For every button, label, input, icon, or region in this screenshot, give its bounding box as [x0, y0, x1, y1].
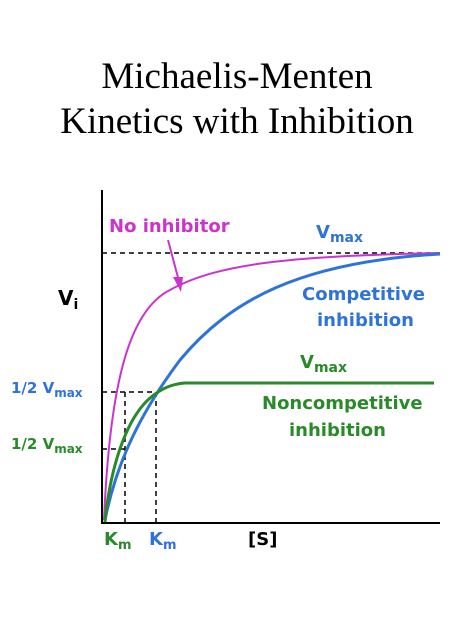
y-axis-label: Vi — [58, 286, 78, 313]
no-inhibitor-label: No inhibitor — [109, 216, 230, 237]
half-vmax-label-blue: 1/2 Vmax — [11, 379, 83, 400]
title-line-1: Michaelis-Menten — [101, 56, 373, 97]
competitive-curve — [103, 252, 441, 521]
title-line-2: Kinetics with Inhibition — [60, 101, 414, 142]
noncomp-label-line1: Noncompetitive — [262, 393, 423, 414]
competitive-label-line1: Competitive — [302, 284, 425, 305]
x-axis-label: [S] — [248, 529, 277, 550]
half-vmax-label-green: 1/2 Vmax — [11, 435, 83, 456]
competitive-label-line2: inhibition — [317, 310, 414, 331]
vmax-top-label: Vmax — [316, 222, 363, 246]
vmax-mid-label: Vmax — [300, 352, 347, 376]
page-title: Michaelis-Menten Kinetics with Inhibitio… — [0, 54, 474, 144]
km-blue-label: Km — [149, 529, 177, 553]
no-inhibitor-arrowhead — [173, 277, 183, 292]
km-green-label: Km — [104, 529, 132, 553]
no-inhibitor-curve — [103, 252, 441, 521]
noncompetitive-curve — [103, 381, 434, 523]
noncomp-label-line2: inhibition — [289, 420, 386, 441]
